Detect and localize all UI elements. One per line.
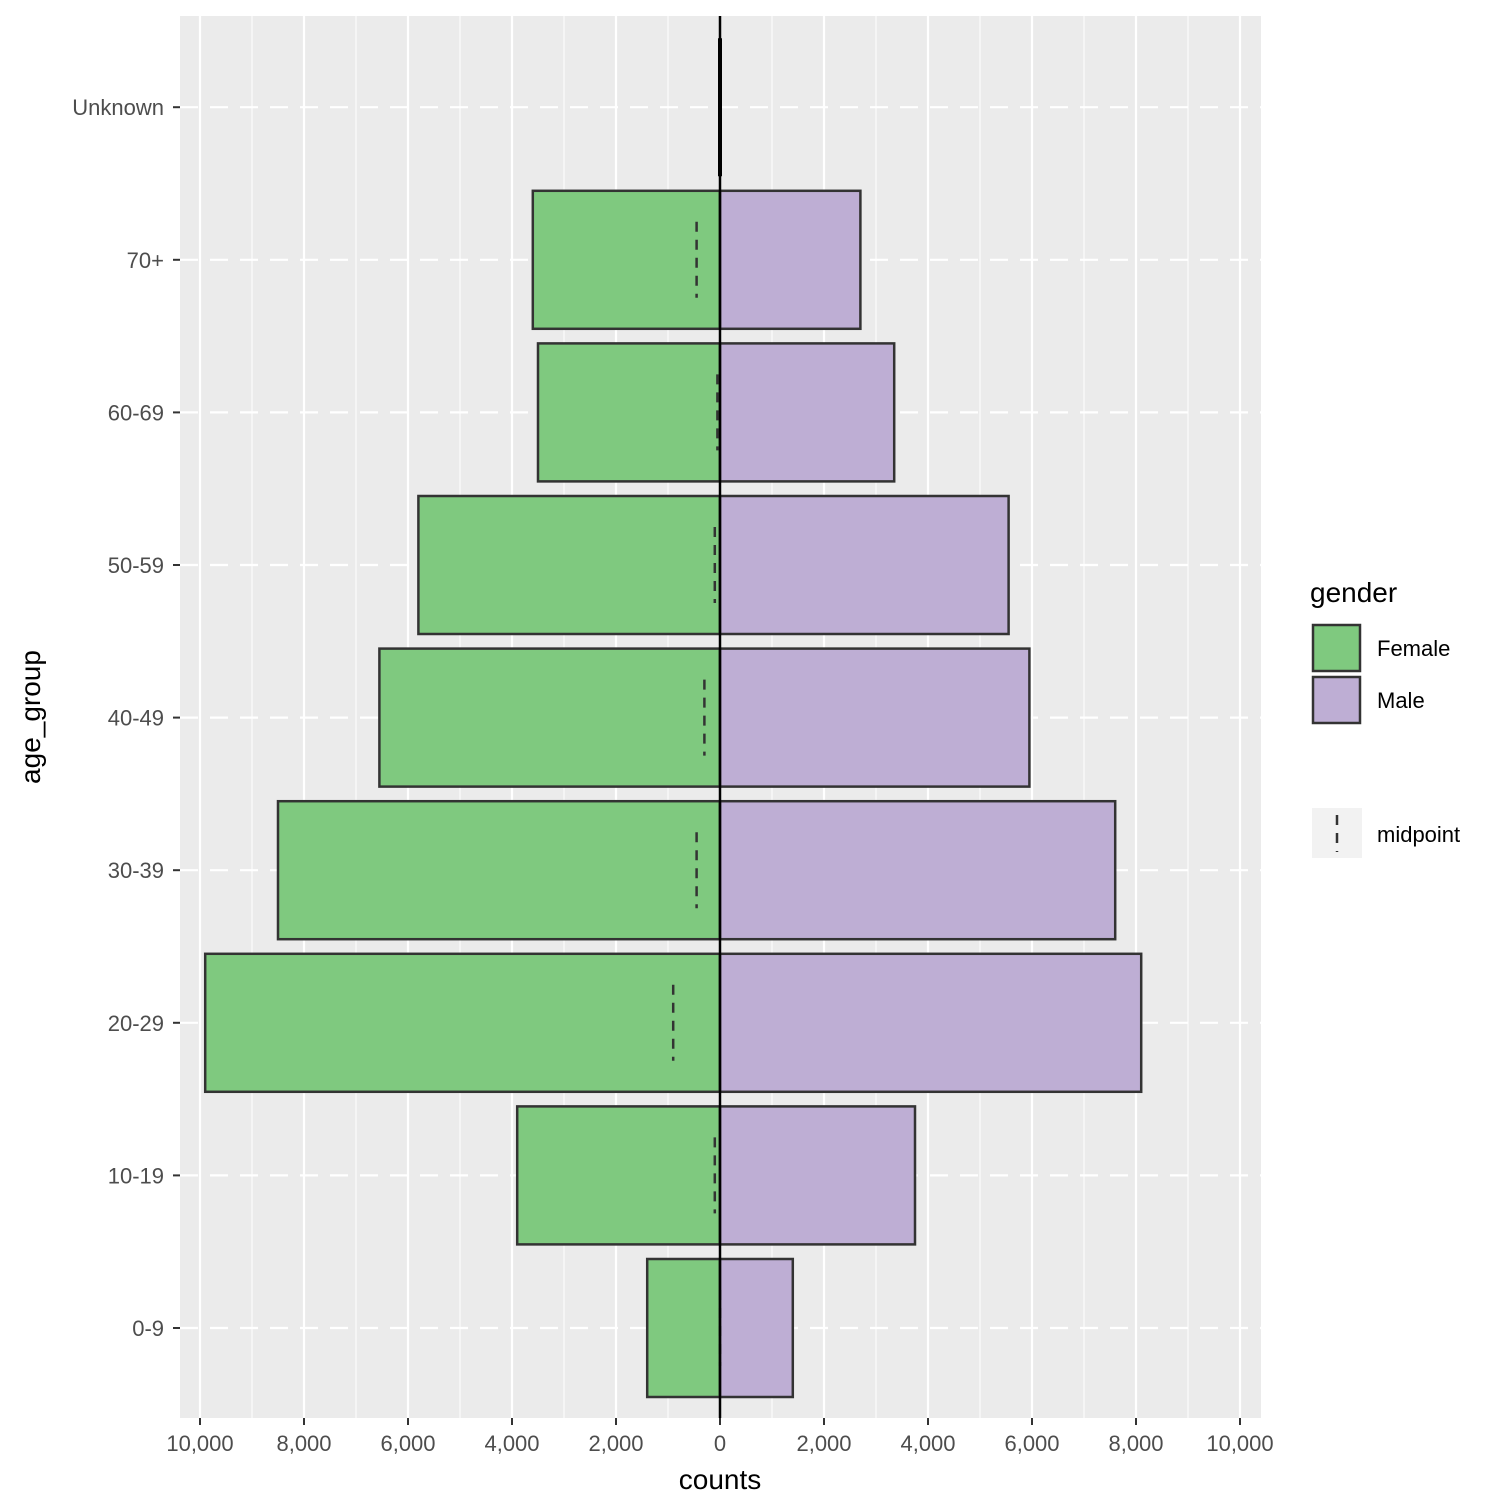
bar-female bbox=[378, 647, 722, 788]
x-tick-label: 4,000 bbox=[484, 1431, 539, 1456]
x-axis-title: counts bbox=[679, 1464, 762, 1495]
x-tick-label: 10,000 bbox=[166, 1431, 233, 1456]
legend: gender Female Male midpoint bbox=[1310, 577, 1460, 858]
y-tick-label: 60-69 bbox=[108, 400, 164, 425]
x-tick-label: 10,000 bbox=[1206, 1431, 1273, 1456]
legend-key-female bbox=[1311, 623, 1362, 673]
y-tick-label: 30-39 bbox=[108, 858, 164, 883]
legend-key-male bbox=[1311, 675, 1362, 725]
x-tick-label: 0 bbox=[714, 1431, 726, 1456]
bar-male bbox=[718, 1257, 795, 1399]
bar-female bbox=[645, 1257, 722, 1399]
y-tick-label: Unknown bbox=[72, 95, 164, 120]
y-tick-label: 50-59 bbox=[108, 553, 164, 578]
bar-male bbox=[718, 189, 862, 331]
bar-female bbox=[276, 799, 722, 941]
x-tick-label: 6,000 bbox=[380, 1431, 435, 1456]
x-tick-label: 2,000 bbox=[588, 1431, 643, 1456]
legend-label-male: Male bbox=[1377, 688, 1425, 713]
x-tick-label: 2,000 bbox=[796, 1431, 851, 1456]
bar-male bbox=[718, 342, 896, 483]
bar-male bbox=[718, 799, 1117, 941]
y-tick-label: 10-19 bbox=[108, 1163, 164, 1188]
bar-male bbox=[718, 494, 1010, 636]
bars bbox=[203, 189, 1143, 1399]
bar-male bbox=[718, 1105, 917, 1246]
x-tick-label: 8,000 bbox=[276, 1431, 331, 1456]
x-tick-label: 8,000 bbox=[1108, 1431, 1163, 1456]
legend-title: gender bbox=[1310, 577, 1397, 608]
bar-female bbox=[515, 1105, 722, 1246]
axes: 10,000 8,000 6,000 4,000 2,000 0 2,000 4,000 6,0… bbox=[72, 95, 1273, 1456]
bar-male bbox=[718, 647, 1031, 788]
bar-female bbox=[203, 952, 722, 1094]
y-tick-label: 40-49 bbox=[108, 706, 164, 731]
y-tick-label: 0-9 bbox=[132, 1316, 164, 1341]
legend-label-female: Female bbox=[1377, 636, 1450, 661]
x-tick-label: 6,000 bbox=[1004, 1431, 1059, 1456]
bar-male bbox=[718, 952, 1143, 1094]
legend-label-midpoint: midpoint bbox=[1377, 822, 1460, 847]
x-tick-label: 4,000 bbox=[900, 1431, 955, 1456]
bar-female bbox=[536, 342, 722, 483]
bar-female bbox=[531, 189, 722, 331]
bar-female bbox=[417, 494, 722, 636]
y-tick-label: 20-29 bbox=[108, 1011, 164, 1036]
y-tick-label: 70+ bbox=[127, 248, 164, 273]
y-axis-title: age_group bbox=[15, 650, 46, 784]
